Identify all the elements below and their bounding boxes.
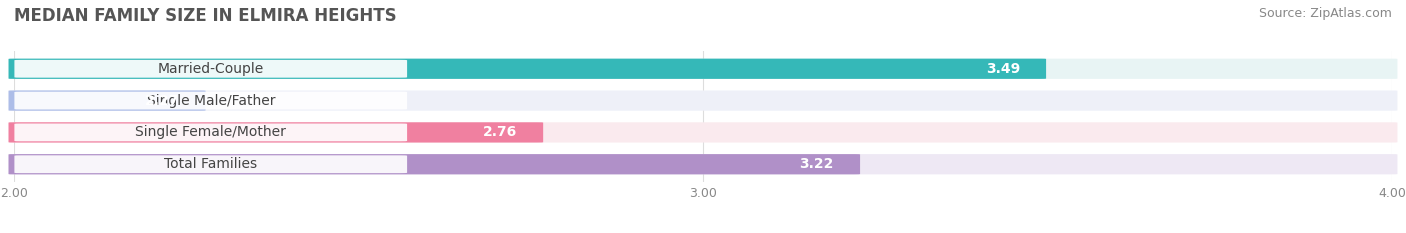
- Text: MEDIAN FAMILY SIZE IN ELMIRA HEIGHTS: MEDIAN FAMILY SIZE IN ELMIRA HEIGHTS: [14, 7, 396, 25]
- FancyBboxPatch shape: [8, 59, 1046, 79]
- FancyBboxPatch shape: [14, 155, 408, 173]
- FancyBboxPatch shape: [14, 92, 408, 110]
- FancyBboxPatch shape: [8, 122, 1398, 143]
- FancyBboxPatch shape: [8, 90, 205, 111]
- Text: 3.22: 3.22: [800, 157, 834, 171]
- Text: 3.49: 3.49: [986, 62, 1019, 76]
- FancyBboxPatch shape: [14, 123, 408, 141]
- Text: Total Families: Total Families: [165, 157, 257, 171]
- FancyBboxPatch shape: [8, 154, 860, 174]
- FancyBboxPatch shape: [8, 154, 1398, 174]
- FancyBboxPatch shape: [14, 60, 408, 78]
- FancyBboxPatch shape: [8, 59, 1398, 79]
- Text: 2.76: 2.76: [482, 125, 517, 139]
- FancyBboxPatch shape: [8, 122, 543, 143]
- Text: Single Male/Father: Single Male/Father: [146, 94, 276, 108]
- Text: Single Female/Mother: Single Female/Mother: [135, 125, 287, 139]
- Text: Married-Couple: Married-Couple: [157, 62, 264, 76]
- Text: 2.27: 2.27: [145, 94, 180, 108]
- FancyBboxPatch shape: [8, 90, 1398, 111]
- Text: Source: ZipAtlas.com: Source: ZipAtlas.com: [1258, 7, 1392, 20]
